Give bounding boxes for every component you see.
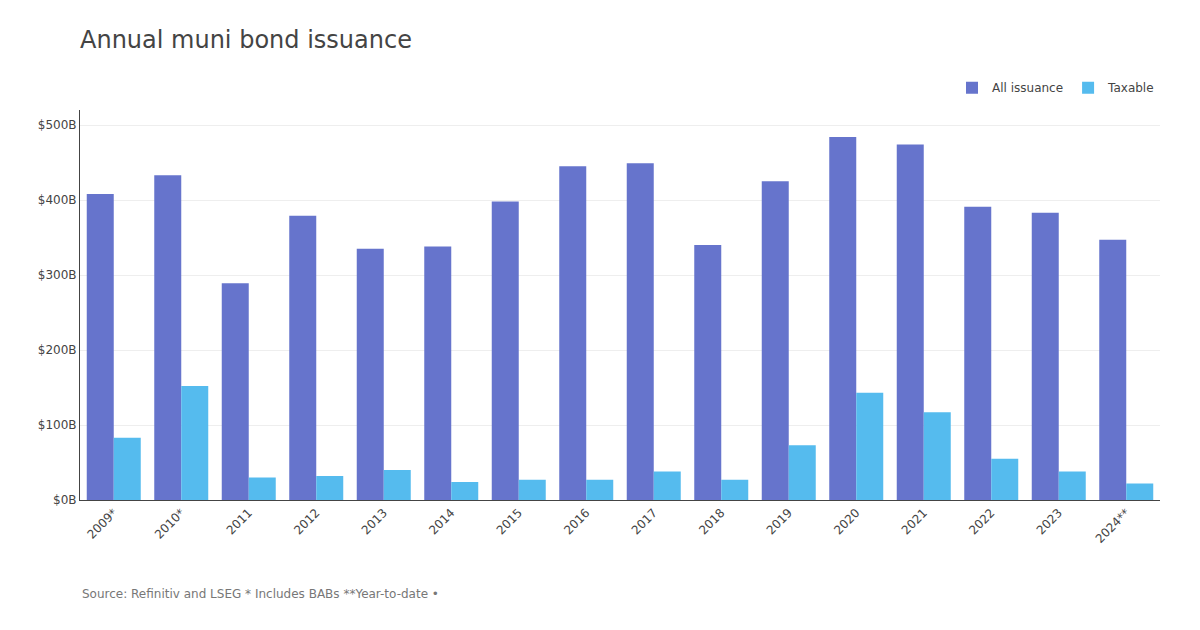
svg-text:Taxable: Taxable	[1107, 81, 1154, 95]
svg-text:2015: 2015	[494, 506, 525, 537]
svg-text:$0B: $0B	[53, 493, 77, 507]
svg-text:2011: 2011	[224, 506, 255, 537]
svg-text:2022: 2022	[966, 506, 997, 537]
svg-text:Source: Refinitiv and LSEG * I: Source: Refinitiv and LSEG * Includes BA…	[82, 587, 439, 601]
svg-text:All issuance: All issuance	[992, 81, 1063, 95]
svg-text:$400B: $400B	[38, 193, 77, 207]
svg-text:$100B: $100B	[38, 418, 77, 432]
svg-text:2009*: 2009*	[84, 506, 120, 542]
svg-text:2024**: 2024**	[1093, 506, 1133, 546]
svg-text:2020: 2020	[831, 506, 862, 537]
svg-text:2023: 2023	[1034, 506, 1065, 537]
svg-text:Annual muni bond issuance: Annual muni bond issuance	[80, 26, 412, 54]
svg-text:2014: 2014	[426, 506, 457, 537]
svg-text:$200B: $200B	[38, 343, 77, 357]
svg-text:$500B: $500B	[38, 118, 77, 132]
svg-text:2021: 2021	[899, 506, 930, 537]
svg-text:$300B: $300B	[38, 268, 77, 282]
svg-text:2018: 2018	[696, 506, 727, 537]
svg-text:2017: 2017	[629, 506, 660, 537]
svg-text:2012: 2012	[291, 506, 322, 537]
svg-text:2010*: 2010*	[152, 506, 188, 542]
svg-text:2013: 2013	[359, 506, 390, 537]
svg-text:2019: 2019	[764, 506, 795, 537]
svg-text:2016: 2016	[561, 506, 592, 537]
